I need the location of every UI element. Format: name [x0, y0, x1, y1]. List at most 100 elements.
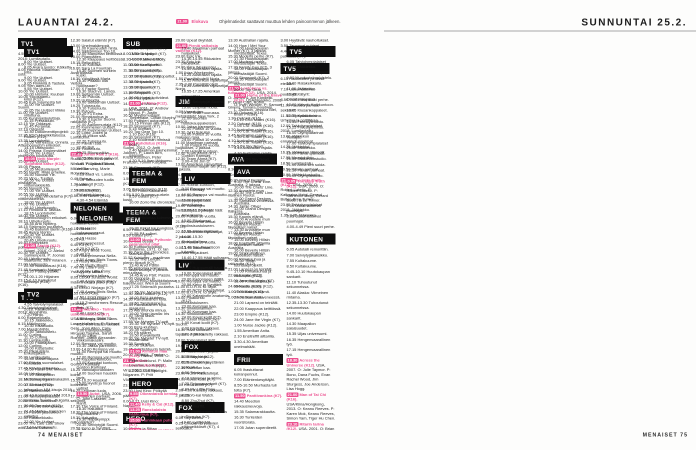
- movie-time-badge: 15.05: [24, 156, 36, 162]
- listing-item: 15.55 Amerikan rajavartijat.: [181, 77, 230, 83]
- channel-block: FRII 6.05 Ihastuttavat koiranpennut. 7.00 …: [234, 353, 283, 430]
- channel-header: SUB: [123, 38, 172, 49]
- listing-item: 6.30 Jääkiekon jälkipelit.: [286, 69, 330, 75]
- listing-item-movie: 0.05 The Ugly Truth (K12). USA, 2009. O:…: [286, 179, 336, 203]
- listing-item: 21.00 Lapsesi on teiniäiti.: [228, 267, 273, 272]
- listing-item: 15.25 Vankilaporukoiden koirat.: [70, 367, 114, 377]
- listing-item-movie: 9.55 Oikeanlaista kemiaa (K7).: [129, 391, 178, 402]
- listing-item: 20.00 Jääkiekkostudio.: [286, 156, 327, 162]
- listing-item: 17.50 Poliisien autopartiot.: [123, 118, 170, 123]
- listing-item: 12.15 Yle Oddasat.: [18, 121, 52, 127]
- listing-item: 12.00 Grand Designs Australia.: [234, 206, 272, 216]
- channel-block: LIV 9.00 Remppa vai muutto. 10.00 Remppa v…: [175, 259, 225, 398]
- listing-item: 10.22 Kristoffer - maailman pienin filos…: [129, 205, 177, 215]
- listing-item: 23.00 Poliisit 10 vuotta.: [175, 240, 217, 245]
- listing-item: 9.30 The Chefs' Line.: [234, 179, 272, 185]
- channel-block: 20.00 Upeat ökyhäät. 21.00 Pieniä valkois…: [175, 38, 225, 91]
- listing-item: 11.00 Kauneuden hinta.: [76, 46, 119, 51]
- listing-item-movie: 15.05 Neiti Marple: Tuijottava katse (K1…: [24, 156, 73, 167]
- listing-item: 19.30 Putous.: [70, 108, 95, 114]
- listing-item: 6.15 Hasse hoksausmessut.: [76, 236, 106, 246]
- listing-item: 21.00 Anna sen soida.: [286, 162, 326, 167]
- listing-item: 10.30 Kirkot kaupungissa.: [129, 226, 175, 231]
- channel-block: TEEMA & FEM 6.50 Pikku Kakkonen. 8.59 Gala…: [129, 167, 178, 374]
- listing-item: 20.00 Sonnia (K12).: [18, 382, 54, 388]
- page-footer-left: 74 MENAISET: [38, 432, 84, 438]
- listing-item: 2.15 Stadi vs. Landa.: [76, 171, 114, 177]
- listing-item: 24.00 Nurse Jackie (K12).: [228, 283, 274, 289]
- listing-item: 14.30 Ranskalainen kylä.: [123, 296, 168, 302]
- listing-item: 6.25 Chuckin ja ystävien seikkailut.: [181, 360, 225, 370]
- listing-item: 7.55 Kultakuume.: [286, 258, 318, 263]
- legend-note: Ohjelmatiedot saattavat muuttua lehden p…: [218, 19, 341, 25]
- listing-item-movie: 15.00 Kuninkaan puhe (K7).: [129, 417, 178, 428]
- listing-item: 6.00 Sky News.: [175, 415, 203, 421]
- movie-title: Hachiko - Tarina uskollisuudesta (K7).: [70, 307, 114, 317]
- listing-item: 11.00 Jääkiekko.: [286, 86, 316, 92]
- listing-item: 17.30 Huutokaupan metsästäjät: Texas.: [234, 56, 269, 66]
- listing-item: 19.45 Arkkitehtuurin helmiä.: [123, 347, 172, 352]
- listing-item: 23.10 CSI: Miami (K16).: [234, 117, 277, 123]
- listing-item: 16.30 Häät sulhasen tapaan, 2 jaksoa.: [175, 327, 212, 337]
- channel-block: 13.00 Simpsonit (K7). 13.30 Simpsonit (K7…: [129, 46, 178, 163]
- listing-item: 12.00 Team Ähmä (K7).: [175, 150, 218, 156]
- listing-item: 12.35 RSO Musiikkitalossa.: [18, 132, 67, 138]
- listing-item-movie: 13.25 Ranskalaista häähumua (K7).: [129, 407, 178, 417]
- listing-item: 8.50 Kultakuume.: [286, 263, 318, 269]
- listing-item: 7.05 Ritariprinsessa Nella.: [70, 253, 117, 259]
- listing-item-movie: 21.00 Man of Tai Chi (K16). USA/Kiina/Ho…: [286, 392, 336, 421]
- listing-item: 15.15 Peliuutiset.: [70, 60, 101, 65]
- listing-column: TV5 6.05 Talviolympialaiset 2018: Jääkiek…: [286, 46, 336, 430]
- listing-item: 18.00 Yle Uutiset.: [18, 213, 50, 218]
- listing-column: 13.00 Simpsonit (K7). 13.30 Simpsonit (K7…: [129, 46, 178, 430]
- listing-item: 20.30 Yle Uutiset.: [18, 250, 50, 256]
- listing-item-movie: 22.35 Johan Falk 2 (K16). Ruotsi, 2009. …: [70, 151, 120, 176]
- listing-item: 17.00 Yle Uutiset.: [24, 188, 56, 194]
- listing-item: 22.05 Kumman kaa.: [175, 360, 211, 365]
- listing-item: 17.40 Tämä tästä.: [123, 313, 155, 319]
- listing-item: 10.50 Taitoluistelu.: [24, 329, 57, 334]
- listing-item: 17.30 Family Guy (K7), 3 jaksoa.: [228, 65, 272, 75]
- listing-item: 10.00 Yle Uutiset.: [18, 88, 50, 94]
- listing-item: 10.00 Zorro the chronicles.: [129, 199, 176, 205]
- listing-item: 23.00 Epic Ink.: [175, 53, 202, 59]
- listing-item-movie: 18.30 Across the Universe (K12). USA, 20…: [286, 358, 336, 391]
- listing-item: 18.10 Sohvaperunat.: [18, 377, 55, 382]
- listing-item: 3.05 Ihan lähipomo (K16).: [123, 186, 169, 192]
- movie-details: USA, 2009. O: Robert Luketic. P: Katheri…: [286, 183, 328, 203]
- listing-item: 19.40 Epäilyksen polttopisteessä (K12).: [18, 240, 57, 250]
- listing-item: 17.00 Yle Uutiset.: [18, 202, 50, 207]
- listing-item: 21.00 Lapsesi on teiniäiti.: [234, 300, 279, 306]
- listing-item: 16.00 Beverly Hillsin täydelliset naiset…: [234, 248, 270, 258]
- listing-item: 11.30 Zorro the chronicles.: [123, 249, 170, 255]
- movie-time-badge: 12.00: [129, 237, 141, 243]
- listing-item: 18.05 Urheiluruutu.: [18, 371, 52, 377]
- listing-item: 8.59 Galaxi (K7).: [129, 194, 159, 199]
- listing-item: 18.15 Luontohetki: Attenborough'n erikoi…: [24, 210, 68, 221]
- listing-item: 3.00-4.00 Jim D: Sarjamurhaajan äiti (K1…: [181, 159, 228, 169]
- header-rule: [18, 30, 330, 32]
- listing-item: 20.00 Jäljittäjä - Tracker.: [123, 352, 166, 358]
- listing-item: 18.00 BUU-klubben.: [123, 324, 159, 330]
- movie-details: Ruotsi, 2009. O: Anders Nilsson. P: Jako…: [70, 156, 116, 176]
- listing-item: 19.00 Päivän parhaat.: [286, 151, 326, 156]
- listing-item: 10.30 The Chefs' Line.: [234, 190, 274, 196]
- listing-item: 4.00-4.49 Pieni suuri perhe.: [286, 224, 335, 229]
- listing-item: 15.00 Kauhukeittiö.: [129, 62, 163, 68]
- listing-item: 6.50 Pikku Kakkonen.: [123, 227, 162, 233]
- listing-item: 18.00 Huutokaupan metsästäjät Suomi.: [234, 66, 269, 76]
- listing-item: 6.05 Talviolympialaiset 2018: Jääkiekko.: [286, 59, 326, 69]
- listing-item: 6.15 Rakkauden perässä etelään.: [280, 76, 325, 86]
- listing-item: 16.50 Novosti Yle.: [18, 186, 50, 191]
- listing-item: 23.30 Outcast (K16).: [228, 110, 265, 116]
- listing-item: 8.15 Transformers Rescue Bots (K7).: [76, 300, 123, 310]
- listing-item: 16.00 Kauhukeittiö.: [129, 68, 163, 73]
- listing-item: 16.25 Leijonan luola.: [70, 388, 107, 393]
- listing-item: 19.20 Uutisextra.: [70, 97, 101, 103]
- movie-time-badge: 18.30: [286, 358, 299, 363]
- listing-item: 16.20 RSO Musiikkitalossa.: [129, 278, 178, 284]
- channel-block: 13.40 Maailman parhaat huijaukset. 14.10-…: [182, 46, 231, 169]
- listing-item: 4.55 Talviolympialaiset 2018: Ratakelkka…: [24, 302, 64, 312]
- listing-item: 3.05 Uskomattomat puumajat.: [286, 214, 321, 224]
